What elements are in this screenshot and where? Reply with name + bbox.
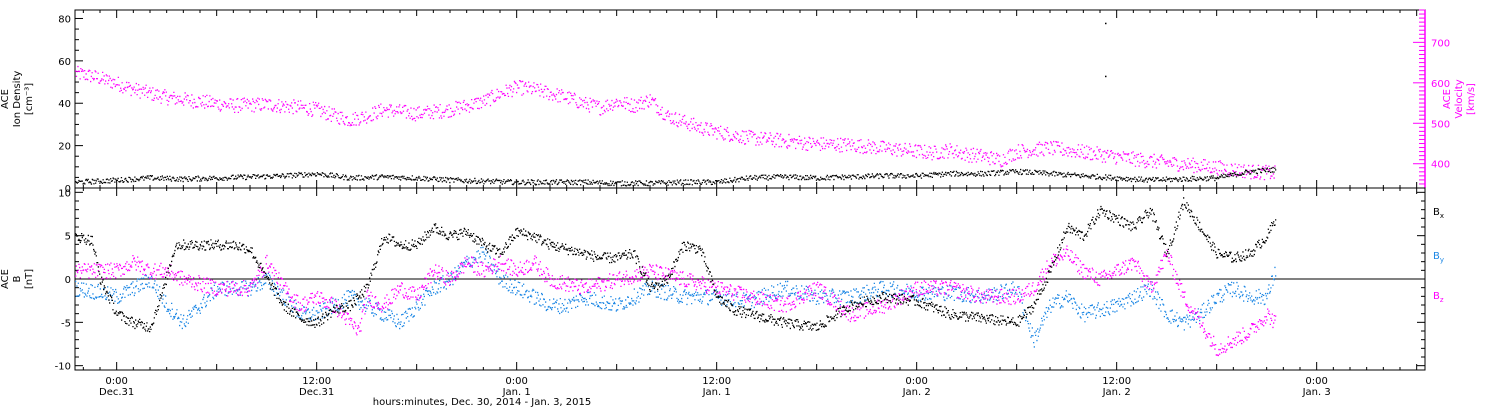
b-axis-title-line: ACE <box>0 269 11 289</box>
x-tick-date-label: Jan. 2 <box>1102 387 1131 398</box>
bz-series <box>75 245 1277 357</box>
b-tick-label: -10 <box>55 362 71 373</box>
x-tick-time-label: 12:00 <box>702 376 731 387</box>
bz-series-points <box>75 245 1277 357</box>
by-series <box>75 246 1277 348</box>
velocity-axis-title-line: ACE <box>1442 89 1453 109</box>
density-axis-title-line: [cm⁻³] <box>24 83 35 115</box>
density-axis-title: ACEIon Density[cm⁻³] <box>0 71 35 128</box>
by-series-points <box>75 246 1277 348</box>
b-tick-label: 5 <box>65 232 71 243</box>
velocity-axis-title-line: [km/s] <box>1466 83 1477 115</box>
x-tick-date-label: Dec.31 <box>99 387 134 398</box>
legend-bx-subscript: x <box>1440 212 1444 220</box>
bx-series-points <box>75 197 1277 333</box>
velocity-series <box>75 65 1276 181</box>
density-series <box>75 166 1277 187</box>
legend-by: By <box>1433 251 1444 264</box>
legend-by-label: B <box>1433 251 1440 262</box>
b-axis-title-line: [nT] <box>24 269 35 289</box>
density-tick-label: 0 <box>65 184 71 195</box>
top-panel-frame <box>74 9 1426 189</box>
x-tick-date-label: Jan. 2 <box>902 387 931 398</box>
legend-bx: Bx <box>1433 207 1444 220</box>
density-series-points <box>75 166 1277 187</box>
velocity-axis-title: ACEVelocity[km/s] <box>1442 79 1477 118</box>
b-tick-label: 0 <box>65 275 71 286</box>
velocity-tick-label: 700 <box>1431 38 1450 49</box>
b-tick-label: 10 <box>58 188 71 199</box>
bx-series <box>75 197 1277 333</box>
density-outlier-point <box>1105 22 1107 25</box>
x-tick-time-label: 12:00 <box>302 376 331 387</box>
legend-bz-label: B <box>1433 291 1440 302</box>
x-tick-time-label: 0:00 <box>1305 376 1327 387</box>
x-tick-time-label: 0:00 <box>505 376 527 387</box>
velocity-tick-label: 600 <box>1431 79 1450 90</box>
x-tick-time-label: 0:00 <box>905 376 927 387</box>
density-axis-title-line: Ion Density <box>12 71 23 128</box>
density-axis-title-line: ACE <box>0 89 11 109</box>
velocity-series-points <box>75 65 1276 181</box>
legend-bz: Bz <box>1433 291 1444 304</box>
x-tick-time-label: 12:00 <box>1102 376 1131 387</box>
b-axis-title-line: B <box>12 275 23 282</box>
density-outlier-point <box>1105 75 1107 78</box>
x-tick-time-label: 0:00 <box>105 376 127 387</box>
legend-bx-label: B <box>1433 207 1440 218</box>
x-tick-date-label: Jan. 3 <box>1302 387 1331 398</box>
density-tick-label: 20 <box>58 142 71 153</box>
density-tick-label: 60 <box>58 57 71 68</box>
b-tick-label: -5 <box>61 318 71 329</box>
x-tick-date-label: Jan. 1 <box>502 387 531 398</box>
legend-bz-subscript: z <box>1440 296 1444 304</box>
b-axis-title: ACEB[nT] <box>0 269 35 289</box>
x-tick-date-label: Jan. 1 <box>702 387 731 398</box>
x-tick-date-label: Dec.31 <box>299 387 334 398</box>
velocity-axis-title-line: Velocity <box>1454 79 1465 118</box>
density-tick-label: 40 <box>58 99 71 110</box>
density-tick-label: 80 <box>58 14 71 25</box>
legend-by-subscript: y <box>1440 256 1444 264</box>
velocity-tick-label: 500 <box>1431 119 1450 130</box>
x-axis-title: hours:minutes, Dec. 30, 2014 - Jan. 3, 2… <box>373 397 591 408</box>
velocity-tick-label: 400 <box>1431 160 1450 171</box>
